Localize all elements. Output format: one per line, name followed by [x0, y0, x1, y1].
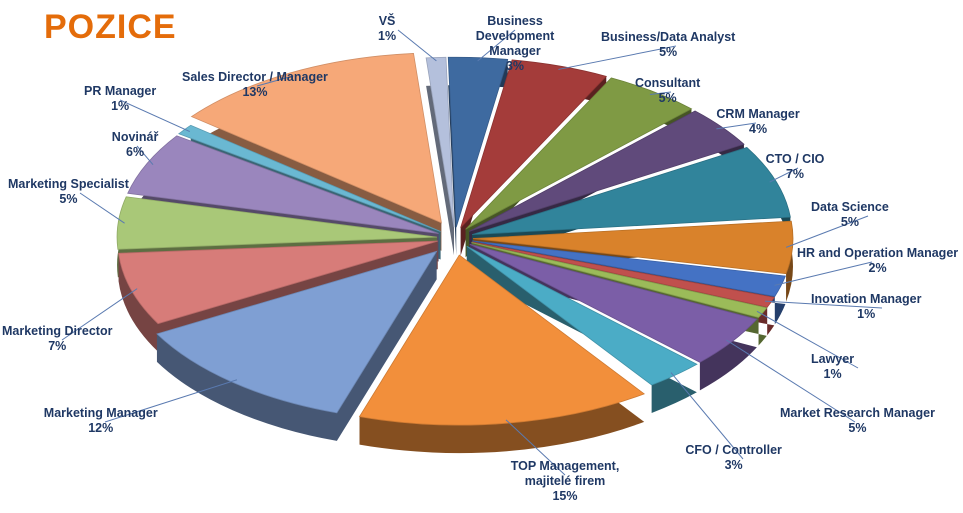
pie-slice-side	[156, 251, 437, 441]
slice-label-value: 1%	[823, 367, 842, 381]
pie-slice	[469, 243, 758, 363]
leader-line	[726, 339, 856, 423]
slice-label: Marketing Manager 12%	[44, 406, 158, 436]
slice-label-value: 5%	[848, 421, 867, 435]
slice-label-name: Novinář	[111, 130, 159, 144]
slice-label: PR Manager 1%	[84, 84, 156, 114]
slice-label-name: HR and Operation Manager	[797, 246, 959, 260]
slice-label: Data Science 5%	[811, 200, 889, 230]
slice-label-name: CRM Manager	[716, 107, 800, 121]
slice-label: Novinář 6%	[112, 130, 159, 160]
slice-label-value: 1%	[857, 307, 876, 321]
slice-label-name: TOP Management, majitelé firem	[510, 459, 620, 488]
slice-label-name: Inovation Manager	[811, 292, 922, 306]
slice-label-value: 5%	[840, 215, 859, 229]
slice-label-value: 7%	[48, 339, 67, 353]
leader-line	[505, 419, 566, 476]
slice-label: CFO / Controller 3%	[685, 443, 782, 473]
slice-label: HR and Operation Manager 2%	[797, 246, 958, 276]
pie-slice	[471, 241, 775, 308]
leader-line	[79, 192, 125, 224]
pie-slice	[471, 242, 768, 318]
pie-slice	[471, 146, 791, 235]
slice-label-name: VŠ	[378, 14, 396, 28]
slice-label-value: 1%	[378, 29, 397, 43]
pie-slice	[460, 59, 608, 229]
pie-slice	[447, 56, 509, 228]
slice-label-name: Sales Director / Manager	[182, 70, 328, 84]
slice-label: Business/Data Analyst 5%	[601, 30, 735, 60]
slice-label-value: 5%	[659, 45, 678, 59]
slice-label-name: Consultant	[635, 76, 701, 90]
leader-line	[764, 300, 883, 309]
slice-label-value: 5%	[59, 192, 78, 206]
slice-label-value: 5%	[658, 91, 677, 105]
leader-line	[756, 310, 859, 369]
pie-slice	[425, 56, 455, 228]
slice-label-name: PR Manager	[84, 84, 157, 98]
slice-label: Market Research Manager 5%	[780, 406, 935, 436]
pie-slice	[116, 196, 438, 250]
chart-title: POZICE	[44, 8, 177, 46]
slice-label-name: CTO / CIO	[765, 152, 825, 166]
pie-slice	[358, 254, 646, 426]
slice-label: Marketing Specialist 5%	[8, 177, 129, 207]
slice-label: Consultant 5%	[635, 76, 700, 106]
pie-slice	[156, 250, 438, 414]
leader-line	[61, 288, 138, 341]
slice-label-name: CFO / Controller	[685, 443, 782, 457]
slice-label-value: 3%	[505, 59, 525, 73]
slice-label-value: 13%	[242, 85, 268, 99]
leader-line	[477, 29, 516, 62]
slice-label: Inovation Manager 1%	[811, 292, 921, 322]
leader-line	[397, 29, 437, 62]
pie-slice	[466, 245, 698, 386]
slice-label-name: Lawyer	[811, 352, 855, 366]
slice-label: TOP Management, majitelé firem 15%	[500, 459, 630, 504]
pie-slice	[118, 240, 438, 325]
pie-slice	[190, 52, 442, 224]
leader-line	[769, 167, 799, 183]
slice-label-value: 3%	[724, 458, 743, 472]
slice-label: Marketing Director 7%	[2, 324, 112, 354]
leader-line	[649, 91, 672, 95]
leader-line	[256, 75, 294, 87]
slice-label: VŠ 1%	[378, 14, 396, 44]
pie-slice	[472, 240, 786, 297]
pie-slice	[472, 220, 794, 275]
slice-label-value: 7%	[785, 167, 805, 181]
slice-label-name: Business/Data Analyst	[601, 30, 736, 44]
pie-slice	[127, 135, 439, 234]
slice-label-value: 15%	[552, 489, 578, 503]
leader-line	[785, 215, 869, 248]
slice-label-name: Data Science	[811, 200, 889, 214]
leader-line	[104, 379, 238, 423]
slice-label-name: Market Research Manager	[780, 406, 935, 420]
leader-line	[558, 45, 677, 70]
slice-label: CTO / CIO 7%	[766, 152, 825, 182]
slice-label-value: 2%	[868, 261, 887, 275]
slice-label-value: 4%	[749, 122, 768, 136]
pie-slice-side	[426, 57, 454, 256]
slice-label-value: 1%	[111, 99, 130, 113]
slice-label: Sales Director / Manager 13%	[182, 70, 328, 100]
slice-label: Business Development Manager 3%	[450, 14, 580, 74]
leader-line	[670, 372, 744, 460]
slice-label-name: Marketing Manager	[43, 406, 158, 420]
slice-label: Lawyer 1%	[811, 352, 854, 382]
leader-line	[119, 99, 190, 132]
leader-line	[774, 261, 873, 286]
slice-label-value: 12%	[88, 421, 114, 435]
slice-label-value: 6%	[126, 145, 145, 159]
slice-label: CRM Manager 4%	[716, 107, 799, 137]
leader-line	[716, 122, 757, 130]
slice-label-name: Marketing Specialist	[8, 177, 129, 191]
slice-label-name: Business Development Manager	[475, 14, 555, 58]
slice-label-name: Marketing Director	[2, 324, 113, 338]
leader-line	[136, 145, 154, 166]
pie-slice	[465, 77, 693, 230]
pie-slice	[469, 110, 745, 232]
